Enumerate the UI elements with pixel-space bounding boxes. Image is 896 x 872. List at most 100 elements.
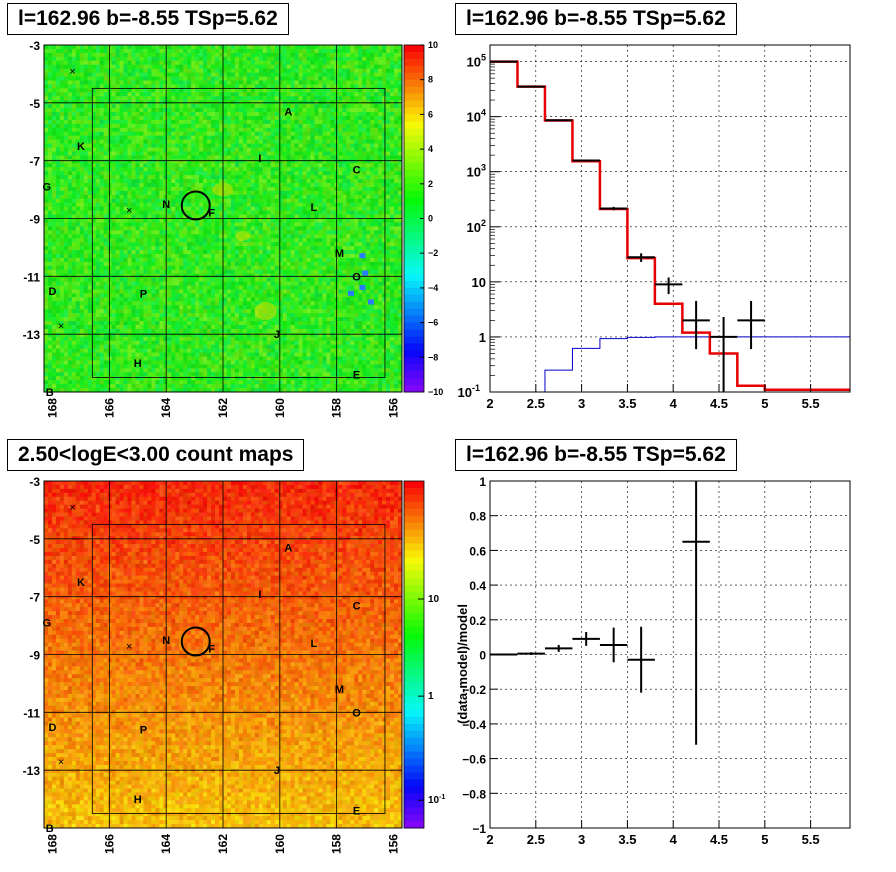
bl-source-label: E [353, 806, 360, 818]
bl-cross-marker: × [69, 502, 75, 514]
br-y-tick-label: −0.4 [462, 718, 486, 732]
tl-cold-spot [359, 253, 366, 259]
tl-cross-marker: × [58, 320, 64, 332]
tl-colorbar-tick: 6 [428, 109, 433, 119]
tl-y-tick-label: -13 [23, 328, 41, 342]
br-y-tick-label: −1 [472, 822, 486, 836]
tr-y-tick-label: 105 [467, 53, 486, 70]
tl-y-tick-label: -3 [29, 39, 40, 53]
tl-source-label: H [134, 358, 142, 370]
tr-x-tick-label: 4.5 [710, 396, 728, 411]
tl-colorbar-tick: 2 [428, 179, 433, 189]
tl-coord-grid [44, 45, 402, 392]
tl-source-label: F [208, 208, 215, 220]
tr-y-tick-label: 102 [467, 218, 486, 235]
br-data-point [682, 481, 710, 745]
bl-colorbar-tick: 10 [428, 594, 440, 605]
bl-colorbar-tick: 10-1 [428, 794, 445, 806]
bl-y-tick-label: -3 [29, 475, 40, 489]
tl-roi-box [91, 87, 386, 378]
br-data-point [517, 652, 545, 656]
tl-colorbar-tick: −8 [428, 352, 438, 362]
br-x-tick-label: 3 [578, 832, 585, 847]
tr-data-point [737, 300, 765, 350]
tr-grid [490, 45, 850, 392]
tl-colorbar-tick: 4 [428, 144, 433, 154]
tr-x-tick-label: 2 [486, 396, 493, 411]
tr-data-point [682, 300, 710, 350]
tl-cold-spot [359, 285, 366, 291]
tl-source-label: E [353, 370, 360, 382]
bl-source-label: O [352, 707, 361, 719]
br-x-tick-label: 2.5 [527, 832, 545, 847]
bl-x-tick-label: 164 [159, 834, 173, 854]
tl-cross-marker: × [69, 66, 75, 78]
br-x-tick-label: 4 [670, 832, 678, 847]
tr-title: l=162.96 b=-8.55 TSp=5.62 [455, 3, 737, 35]
bl-source-label: J [274, 765, 280, 777]
bl-cross-marker: × [58, 756, 64, 768]
bl-source-label: G [43, 618, 52, 630]
tl-colorbar-tick: −6 [428, 318, 438, 328]
tl-x-tick-label: 168 [46, 398, 60, 418]
tl-cold-spot [348, 290, 355, 296]
br-title: l=162.96 b=-8.55 TSp=5.62 [455, 439, 737, 471]
tl-x-tick-label: 162 [216, 398, 230, 418]
tl-y-tick-label: -7 [29, 155, 40, 169]
bl-roi-box [91, 523, 386, 814]
tr-panel: 2 2.5 3 3.5 4 4.5 5 5.5 10-1 1 10 102 103 104 105 l=16… [448, 0, 896, 436]
bl-x-tick-label: 162 [216, 834, 230, 854]
bl-source-label: C [353, 600, 361, 612]
tl-cold-spot [362, 270, 369, 276]
tl-map-chart: -3 -5 -7 -9 -11 -13 168 166 164 162 160 158 156 A B C D E… [23, 39, 444, 418]
tr-x-tick-label: 5.5 [802, 396, 820, 411]
tl-panel: -3 -5 -7 -9 -11 -13 168 166 164 162 160 158 156 A B C D E… [0, 0, 448, 436]
br-panel: 2 2.5 3 3.5 4 4.5 5 5.5 1 0.8 0.6 0.4 0.2 0 −0.2 −0.4 −0… [448, 436, 896, 872]
bl-y-tick-label: -11 [23, 706, 40, 720]
br-y-tick-label: 1 [479, 475, 486, 489]
tl-colorbar-tick: −2 [428, 248, 438, 258]
tl-heatmap-pixels [44, 45, 403, 393]
tl-cold-spot [367, 299, 374, 305]
tl-x-tick-label: 158 [330, 398, 344, 418]
tr-data-point [544, 119, 573, 122]
bl-count-map-chart: -3 -5 -7 -9 -11 -13 168 166 164 162 160 158 156 A B C D E… [23, 475, 446, 854]
bl-y-tick-label: -7 [29, 591, 40, 605]
tr-total-model-line [490, 60, 850, 391]
tr-y-tick-label: 103 [467, 163, 486, 180]
br-y-tick-label: 0.6 [469, 544, 486, 558]
br-residual-chart: 2 2.5 3 3.5 4 4.5 5 5.5 1 0.8 0.6 0.4 0.2 0 −0.2 −0.4 −0… [455, 475, 851, 847]
br-x-tick-label: 4.5 [710, 832, 728, 847]
tl-source-label: O [352, 271, 361, 283]
br-y-tick-label: 0.4 [469, 579, 486, 593]
bl-x-tick-label: 158 [330, 834, 344, 854]
tr-data-point [709, 317, 738, 392]
bl-source-label: F [208, 644, 215, 656]
tl-source-label: C [353, 164, 361, 176]
br-data-point [627, 626, 655, 693]
bl-source-label: I [258, 589, 261, 601]
tl-y-tick-label: -5 [29, 97, 40, 111]
br-x-tick-label: 2 [486, 832, 493, 847]
bl-source-label: N [162, 635, 170, 647]
tl-x-tick-label: 164 [159, 398, 173, 418]
tr-y-tick-label: 10-1 [458, 383, 480, 400]
tl-source-circle [180, 190, 211, 221]
bl-x-tick-label: 166 [102, 834, 116, 854]
tl-source-label: N [162, 199, 170, 211]
bl-source-label: H [134, 794, 142, 806]
br-y-tick-label: −0.2 [462, 683, 486, 697]
bl-source-label: P [140, 725, 147, 737]
bl-x-tick-label: 160 [273, 834, 287, 854]
bl-title: 2.50<logE<3.00 count maps [7, 439, 305, 471]
bl-heatmap-pixels [44, 481, 403, 829]
tr-spectrum-chart: 2 2.5 3 3.5 4 4.5 5 5.5 10-1 1 10 102 103 104 105 [458, 44, 851, 411]
tl-source-label: L [311, 202, 318, 214]
br-x-tick-label: 5.5 [802, 832, 820, 847]
bl-source-label: M [335, 684, 344, 696]
bl-colorbar [404, 481, 424, 829]
tl-colorbar-tick: −10 [428, 387, 443, 397]
tr-data-point [517, 85, 545, 88]
tl-y-tick-label: -11 [23, 270, 40, 284]
tl-source-label: K [77, 141, 85, 153]
